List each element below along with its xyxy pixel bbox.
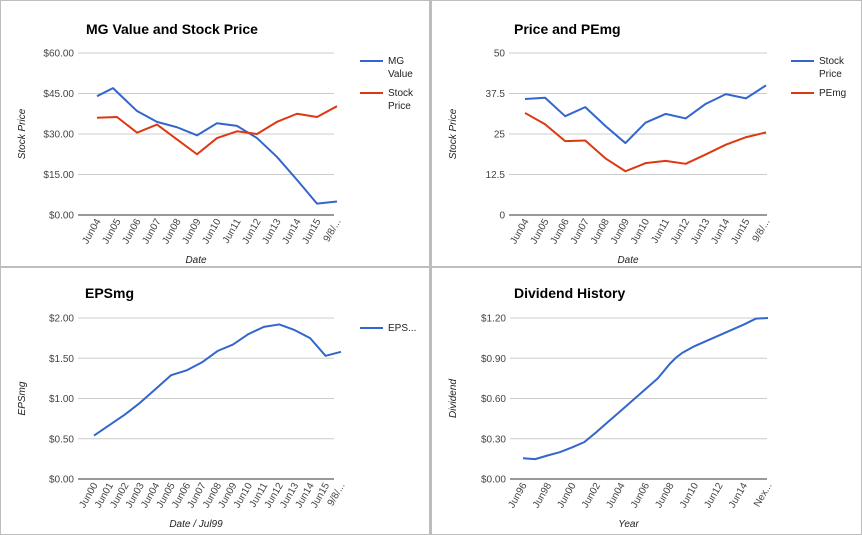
y-tick-label: $0.00	[481, 475, 506, 486]
x-tick-label: Jun06	[629, 481, 652, 510]
chart-pe: Price and PEmg 0 12.5 25 37.5 50 Stock Price Ju…	[448, 21, 846, 266]
series-line-0	[93, 323, 342, 437]
x-tick-label: Jun14	[727, 481, 750, 510]
y-tick-label: $0.00	[49, 211, 74, 222]
x-tick-label: Jun10	[678, 481, 701, 510]
chart-panel-mg: MG Value and Stock Price $0.00 $15.00 $30.0…	[1, 1, 429, 266]
x-tick-label: Jun12	[240, 217, 263, 246]
x-tick-label: Jun04	[604, 481, 627, 510]
chart-title: Dividend History	[514, 285, 625, 301]
x-tick-label: Jun09	[609, 217, 632, 246]
x-tick-label: Jun05	[529, 217, 552, 246]
x-tick-label: Jun96	[506, 481, 529, 510]
chart-title: EPSmg	[85, 285, 134, 301]
x-tick-label: 9/8/...	[751, 217, 773, 244]
series-line-1	[524, 112, 767, 173]
y-tick-label: 0	[499, 211, 505, 222]
x-tick-label: Jun98	[531, 481, 554, 510]
x-tick-label: Jun08	[653, 481, 676, 510]
x-tick-label: Jun05	[100, 217, 123, 246]
x-axis-title: Date	[185, 255, 207, 266]
series-line-0	[524, 84, 767, 145]
x-tick-label: Jun06	[120, 217, 143, 246]
x-tick-label: Jun12	[702, 481, 725, 510]
chart-mg: MG Value and Stock Price $0.00 $15.00 $30.0…	[17, 21, 414, 266]
legend-label: Stock	[388, 88, 414, 99]
x-tick-label: Jun00	[555, 481, 578, 510]
x-tick-label: Jun07	[140, 217, 163, 246]
x-tick-label: Jun14	[709, 217, 732, 246]
y-tick-label: $1.20	[481, 314, 506, 325]
y-tick-label: $2.00	[49, 314, 74, 325]
x-tick-label: Jun12	[669, 217, 692, 246]
x-tick-label: Jun08	[160, 217, 183, 246]
y-tick-label: $60.00	[43, 49, 74, 60]
legend-label: Price	[388, 101, 411, 112]
series-line-0	[96, 87, 338, 205]
y-tick-label: $0.60	[481, 394, 506, 405]
legend-label: EPS...	[388, 323, 416, 334]
x-tick-label: Jun13	[689, 217, 712, 246]
x-tick-label: Jun15	[729, 217, 752, 246]
y-axis-title: Stock Price	[448, 108, 459, 159]
legend-label: PEmg	[819, 88, 846, 99]
series-line-0	[522, 317, 769, 461]
chart-panel-div: Dividend History $0.00 $0.30 $0.60 $0.90 $1.2…	[432, 268, 861, 534]
x-tick-label: Jun04	[80, 217, 103, 246]
y-tick-label: $15.00	[43, 170, 74, 181]
legend-label: MG	[388, 56, 404, 67]
x-tick-label: Jun10	[629, 217, 652, 246]
legend-label: Stock	[819, 56, 845, 67]
y-tick-label: $30.00	[43, 130, 74, 141]
x-tick-label: Jun14	[280, 217, 303, 246]
x-tick-label: Jun08	[589, 217, 612, 246]
y-tick-label: $0.30	[481, 434, 506, 445]
chart-panel-pe: Price and PEmg 0 12.5 25 37.5 50 Stock Price Ju…	[432, 1, 861, 266]
y-tick-label: $45.00	[43, 89, 74, 100]
x-tick-label: Jun04	[508, 217, 531, 246]
y-tick-label: $0.90	[481, 354, 506, 365]
x-axis-title: Date / Jul99	[169, 519, 223, 530]
x-tick-label: Jun06	[549, 217, 572, 246]
y-tick-label: 37.5	[486, 89, 506, 100]
y-tick-label: 50	[494, 49, 506, 60]
y-tick-label: 25	[494, 130, 506, 141]
y-tick-label: $0.50	[49, 434, 74, 445]
chart-title: MG Value and Stock Price	[86, 21, 258, 37]
x-tick-label: Nex...	[752, 481, 775, 509]
chart-div: Dividend History $0.00 $0.30 $0.60 $0.90 $1.2…	[448, 285, 775, 530]
y-axis-title: EPSmg	[17, 381, 28, 415]
y-tick-label: $1.50	[49, 354, 74, 365]
y-axis-title: Stock Price	[17, 108, 28, 159]
chart-title: Price and PEmg	[514, 21, 621, 37]
x-tick-label: Jun15	[300, 217, 323, 246]
x-tick-label: Jun13	[260, 217, 283, 246]
x-axis-title: Date	[617, 255, 639, 266]
y-tick-label: 12.5	[486, 170, 506, 181]
x-tick-label: Jun02	[580, 481, 603, 510]
legend-label: Value	[388, 69, 413, 80]
x-tick-label: 9/8/...	[322, 217, 344, 244]
x-tick-label: Jun09	[180, 217, 203, 246]
legend-label: Price	[819, 69, 842, 80]
x-tick-label: Jun10	[200, 217, 223, 246]
series-line-1	[96, 105, 338, 156]
y-tick-label: $1.00	[49, 394, 74, 405]
chart-eps: EPSmg$0.00$0.50$1.00$1.50$2.00EPSmgJun00…	[17, 285, 416, 530]
y-axis-title: Dividend	[448, 379, 459, 418]
x-tick-label: Jun07	[569, 217, 592, 246]
y-tick-label: $0.00	[49, 475, 74, 486]
chart-panel-eps: EPSmg $0.00 $0.50 $1.00 $1.50 $2.00 EPSmg Jun00…	[1, 268, 429, 534]
x-axis-title: Year	[618, 519, 639, 530]
